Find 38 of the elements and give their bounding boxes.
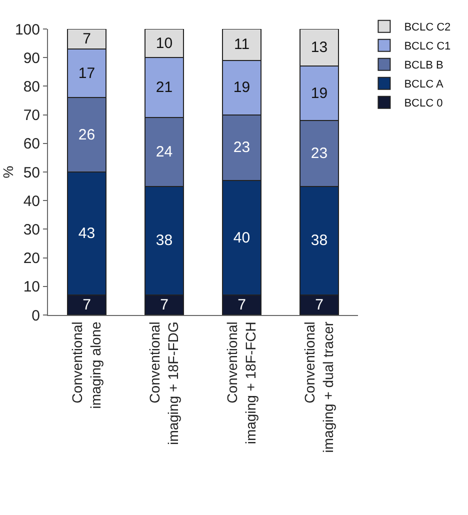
y-tick-label: 20 bbox=[23, 250, 40, 268]
legend-label: BCLB B bbox=[404, 60, 444, 72]
legend-label: BCLC C1 bbox=[404, 40, 451, 53]
data-label: 10 bbox=[156, 34, 173, 52]
data-label: 7 bbox=[315, 296, 324, 314]
y-tick-label: 80 bbox=[23, 78, 40, 96]
data-label: 43 bbox=[78, 224, 96, 242]
y-tick-label: 10 bbox=[23, 278, 40, 296]
data-label: 38 bbox=[156, 232, 173, 250]
data-label: 7 bbox=[82, 30, 91, 48]
legend-label: BCLC 0 bbox=[404, 98, 443, 110]
y-tick-label: 100 bbox=[14, 21, 40, 38]
data-label: 13 bbox=[310, 39, 328, 56]
data-label: 24 bbox=[156, 143, 173, 160]
data-label: 19 bbox=[310, 84, 328, 102]
data-label: 23 bbox=[233, 139, 250, 156]
data-label: 23 bbox=[310, 144, 328, 162]
y-tick-label: 50 bbox=[23, 164, 40, 182]
data-label: 21 bbox=[156, 79, 173, 96]
data-label: 11 bbox=[234, 36, 250, 54]
data-label: 7 bbox=[82, 296, 91, 314]
y-tick-label: 90 bbox=[23, 50, 40, 67]
y-tick-label: 70 bbox=[23, 107, 40, 124]
data-label: 7 bbox=[160, 296, 168, 314]
data-label: 40 bbox=[233, 229, 250, 246]
legend-label: BCLC A bbox=[404, 78, 444, 91]
legend-label: BCLC C2 bbox=[404, 22, 451, 34]
data-label: 38 bbox=[310, 232, 328, 250]
x-tick-label: Conventional imaging alone bbox=[69, 321, 104, 409]
y-tick-label: 0 bbox=[32, 307, 40, 324]
y-tick-label: 60 bbox=[23, 136, 40, 153]
data-label: 26 bbox=[78, 126, 96, 144]
data-label: 19 bbox=[233, 79, 250, 96]
y-tick-label: 40 bbox=[23, 192, 40, 210]
data-label: 17 bbox=[78, 64, 96, 82]
data-label: 7 bbox=[238, 296, 246, 314]
y-tick-label: 30 bbox=[23, 221, 40, 238]
y-axis-title: % bbox=[0, 166, 16, 178]
